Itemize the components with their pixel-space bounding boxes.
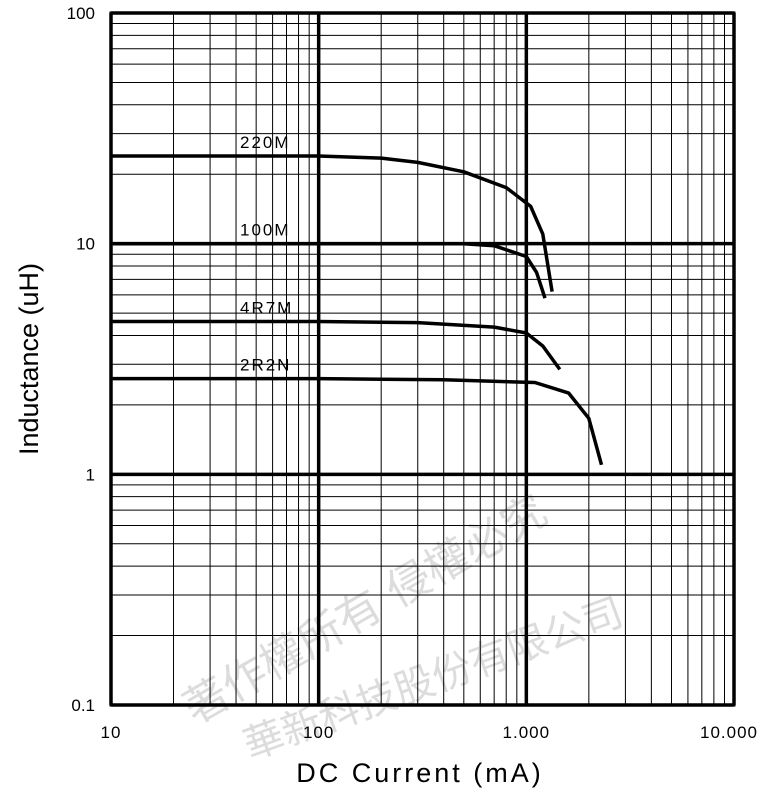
- x-tick-label: 10: [101, 723, 122, 742]
- curve-label-100m: 100M: [240, 221, 291, 240]
- series-line-4r7m: [111, 319, 562, 371]
- watermark-line-2: 華新科技股份有限公司: [238, 589, 630, 769]
- curve-labels: 220M 100M 4R7M 2R2N: [240, 133, 293, 375]
- series-line-220m: [111, 154, 554, 292]
- plot-frame: [109, 11, 736, 707]
- x-tick-label: 100: [303, 723, 334, 742]
- x-axis-title: DC Current (mA): [296, 758, 544, 788]
- x-tick-label: 10.000: [700, 723, 758, 742]
- y-tick-label: 1: [86, 465, 95, 484]
- minor-grid: [111, 13, 734, 705]
- x-tick-labels: 10 100 1.000 10.000: [101, 723, 758, 742]
- y-tick-label: 10: [76, 235, 95, 254]
- x-tick-label: 1.000: [503, 723, 551, 742]
- y-axis-title: Inductance (uH): [14, 263, 44, 455]
- curve-label-220m: 220M: [240, 133, 291, 152]
- curve-label-4r7m: 4R7M: [240, 298, 293, 317]
- series-layer: [111, 154, 604, 466]
- series-line-2r2n: [111, 376, 604, 466]
- y-tick-labels: 0.1 1 10 100: [67, 4, 95, 715]
- curve-label-2r2n: 2R2N: [240, 356, 291, 375]
- y-tick-label: 100: [67, 4, 95, 23]
- y-tick-label: 0.1: [71, 696, 95, 715]
- watermark: 著作權所有 侵權必究 華新科技股份有限公司: [175, 485, 629, 769]
- series-line-100m: [111, 241, 547, 299]
